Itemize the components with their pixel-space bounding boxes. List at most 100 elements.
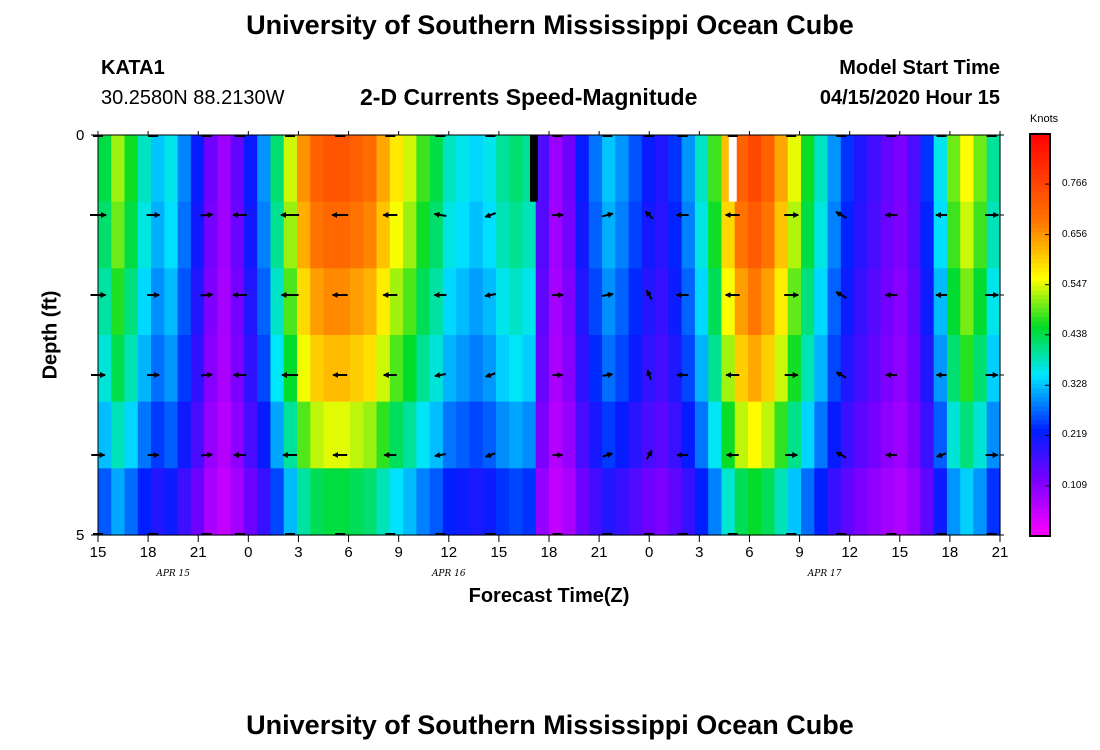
heat-cell [549, 135, 563, 203]
colorbar-segment [1030, 335, 1050, 341]
heat-cell [986, 201, 1001, 269]
heat-cell [204, 335, 218, 403]
heat-cell [416, 468, 431, 536]
heat-cell [111, 335, 126, 403]
heat-cell [509, 401, 524, 469]
heat-cell [615, 401, 630, 469]
heat-cell [495, 135, 510, 203]
heat-cell [907, 468, 922, 536]
heat-cell [787, 268, 802, 336]
heat-cell [495, 201, 510, 269]
heat-cell [628, 468, 643, 536]
colorbar-segment [1030, 196, 1050, 202]
heat-cell [270, 201, 285, 269]
heat-cell [350, 268, 364, 336]
heat-cell [416, 201, 431, 269]
heat-cell [177, 401, 192, 469]
heat-cell [323, 135, 338, 203]
colorbar-segment [1030, 259, 1050, 265]
heat-cell [840, 468, 855, 536]
heat-cell [946, 335, 961, 403]
heat-cell [243, 401, 258, 469]
heat-cell [960, 201, 975, 269]
heat-cell [283, 401, 298, 469]
colorbar-segment [1030, 236, 1050, 242]
colorbar-segment [1030, 223, 1050, 229]
heat-cell [469, 401, 484, 469]
heat-cell [549, 335, 563, 403]
heat-cell [429, 201, 444, 269]
current-vector-arrow [201, 451, 214, 458]
heat-cell [217, 335, 232, 403]
heat-cell [761, 401, 776, 469]
colorbar-segment [1030, 419, 1050, 425]
heat-cell [137, 401, 152, 469]
heat-cell [177, 335, 192, 403]
heat-cell [442, 401, 457, 469]
colorbar-segment [1030, 370, 1050, 376]
heat-cell [933, 268, 948, 336]
heat-cell [907, 135, 922, 203]
heat-cell [336, 201, 351, 269]
heat-cell [98, 201, 112, 269]
heat-cell [747, 201, 762, 269]
heat-cell [310, 135, 325, 203]
x-tick-label: 3 [294, 544, 303, 561]
heat-cell [668, 468, 683, 536]
colorbar-segment [1030, 317, 1050, 323]
heat-cell [310, 201, 325, 269]
heat-cell [641, 468, 656, 536]
heat-cell [973, 201, 988, 269]
heat-cell [854, 401, 868, 469]
heat-cell [442, 335, 457, 403]
colorbar-segment [1030, 402, 1050, 408]
date-label: APR 17 [807, 569, 842, 579]
heat-cell [747, 335, 762, 403]
heat-cell [588, 201, 603, 269]
colorbar-segment [1030, 232, 1050, 238]
colorbar-segment [1030, 205, 1050, 211]
x-tick-label: 6 [344, 544, 353, 561]
heat-cell [270, 335, 285, 403]
heat-cell [376, 268, 391, 336]
x-tick-label: 3 [695, 544, 704, 561]
heat-cell [442, 201, 457, 269]
heat-cell [973, 468, 988, 536]
heat-cell [456, 468, 471, 536]
current-vector-arrow [484, 452, 496, 458]
heat-cell [920, 335, 935, 403]
heat-cell [562, 268, 577, 336]
heat-cell [495, 468, 510, 536]
heat-cell [973, 401, 988, 469]
colorbar-segment [1030, 531, 1050, 537]
colorbar-segment [1030, 491, 1050, 497]
colorbar-tick-label: 0.656 [1062, 228, 1088, 240]
heat-cell [854, 468, 868, 536]
heat-cell [681, 135, 696, 203]
current-vector-arrow [602, 452, 614, 458]
y-tick-label-top: 0 [76, 127, 85, 144]
colorbar-segment [1030, 138, 1050, 144]
heat-cell [124, 468, 139, 536]
heat-cell [495, 401, 510, 469]
colorbar-segment [1030, 375, 1050, 381]
heat-cell [137, 135, 152, 203]
heat-cell [164, 335, 179, 403]
colorbar-tick-label: 0.109 [1062, 479, 1088, 491]
current-vector-arrow [935, 452, 947, 458]
heat-cell [323, 468, 338, 536]
heat-cell [376, 135, 391, 203]
colorbar-tick-label: 0.438 [1062, 328, 1088, 340]
heat-cell [283, 468, 298, 536]
colorbar-tick-label: 0.547 [1062, 278, 1088, 290]
heat-cell [389, 468, 404, 536]
heat-cell [708, 401, 723, 469]
heat-cell [655, 201, 669, 269]
heat-cell [336, 135, 351, 203]
colorbar-tick-label: 0.766 [1062, 178, 1088, 190]
heat-cell [456, 268, 471, 336]
heat-cell [403, 335, 417, 403]
heat-cell [257, 201, 272, 269]
heat-cell [310, 468, 325, 536]
